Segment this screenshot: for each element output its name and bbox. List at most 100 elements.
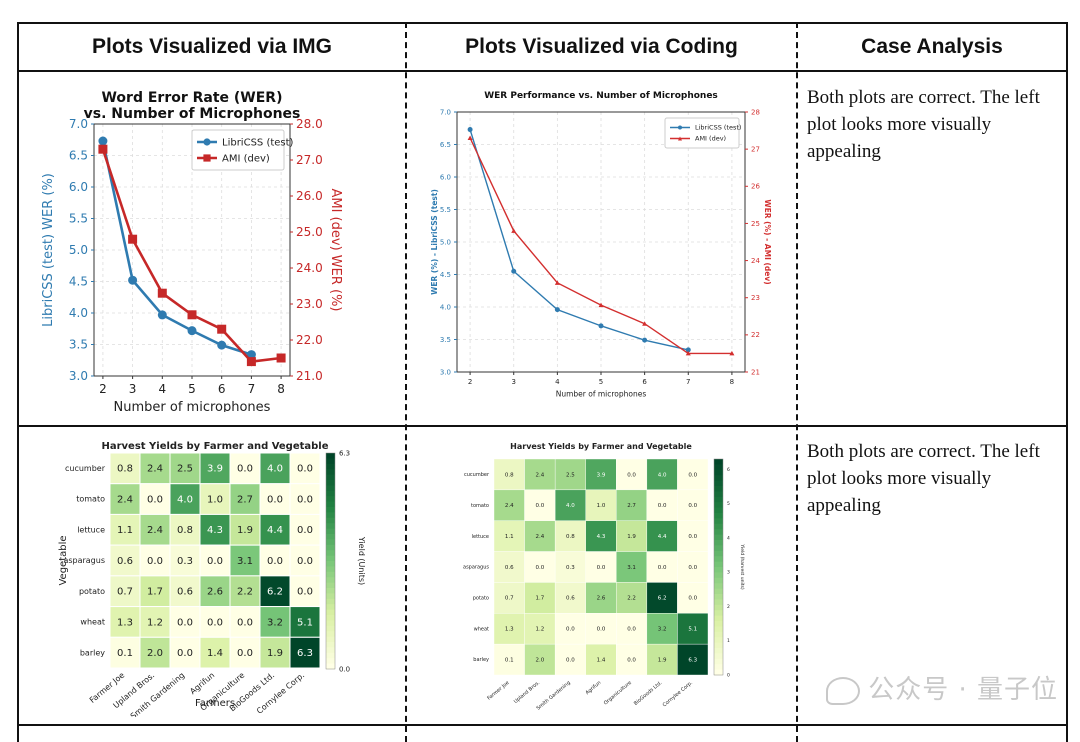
- legend-label: AMI (dev): [695, 135, 726, 143]
- colorbar-segment: [714, 669, 723, 676]
- colorbar-segment: [714, 545, 723, 552]
- heatmap-cell: [139, 575, 171, 608]
- watermark-text: 公众号 · 量子位: [868, 675, 1058, 705]
- cell-value: 0.0: [267, 556, 283, 567]
- heatmap-cell: [109, 575, 141, 608]
- colorbar-segment: [326, 566, 335, 573]
- data-point: [187, 326, 197, 336]
- data-point: [217, 324, 227, 334]
- legend-label: LibriCSS (test): [222, 137, 294, 148]
- cell-value: 3.1: [627, 565, 636, 571]
- colorbar-segment: [326, 658, 335, 665]
- cell-value: 0.0: [237, 617, 253, 628]
- y-tick-label-left: 4.5: [440, 271, 451, 279]
- y-tick-label-right: 25.0: [296, 225, 323, 239]
- cell-value: 0.8: [505, 472, 514, 478]
- data-point: [729, 350, 735, 356]
- y-tick-label-left: 4.5: [69, 275, 88, 289]
- colorbar-segment: [714, 534, 723, 541]
- colorbar-segment: [714, 529, 723, 536]
- colorbar-frame: [325, 452, 336, 670]
- cell-value: 0.0: [658, 503, 667, 509]
- colorbar-segment: [714, 631, 723, 638]
- colorbar-segment: [714, 480, 723, 487]
- cell-value: 1.4: [207, 648, 223, 659]
- x-tick-label: 5: [599, 378, 603, 386]
- colorbar-segment: [714, 561, 723, 568]
- colorbar-segment: [714, 464, 723, 471]
- chart-title: WER Performance vs. Number of Microphone…: [484, 91, 718, 101]
- x-axis-label: Farmers: [195, 698, 235, 709]
- colorbar-segment: [326, 647, 335, 654]
- row-label: lettuce: [77, 525, 105, 534]
- cell-value: 4.3: [597, 534, 606, 540]
- cell-value: 4.0: [177, 494, 193, 505]
- cell-value: 0.0: [237, 464, 253, 475]
- colorbar-segment: [714, 664, 723, 671]
- data-point: [554, 307, 560, 313]
- x-tick-label: 5: [188, 382, 196, 396]
- heatmap-cell: [585, 489, 617, 521]
- heatmap-cell: [554, 458, 586, 491]
- colorbar-segment: [714, 615, 723, 622]
- y-tick-label-right: 28: [751, 108, 760, 116]
- cell-value: 4.0: [658, 472, 667, 478]
- cell-value: 0.0: [688, 565, 697, 571]
- heatmap-cell: [646, 551, 678, 583]
- colorbar-tick-label: 6.3: [339, 449, 350, 457]
- colorbar-segment: [714, 550, 723, 557]
- colorbar-segment: [714, 502, 723, 509]
- y-tick-label-left: 5.0: [69, 243, 88, 257]
- y-tick-label-right: 22.0: [296, 333, 323, 347]
- colorbar-segment: [714, 637, 723, 644]
- heatmap-cell: [199, 606, 231, 638]
- cell-value: 0.0: [535, 565, 544, 571]
- cell-value: 2.5: [177, 464, 193, 475]
- legend-box: [191, 129, 285, 171]
- colorbar-segment: [714, 572, 723, 579]
- col-label: Agrifun: [188, 671, 216, 697]
- cell-value: 0.0: [207, 617, 223, 628]
- data-point: [467, 127, 473, 133]
- colorbar-segment: [326, 453, 335, 459]
- colorbar-segment: [326, 469, 335, 476]
- y-tick-label-left: 4.0: [69, 306, 88, 320]
- colorbar-tick-label: 0: [727, 673, 730, 679]
- heatmap-cell: [524, 551, 556, 583]
- col-label: Smith Gardening: [129, 671, 187, 717]
- colorbar-segment: [326, 544, 335, 551]
- legend-box: [664, 117, 740, 149]
- cell-value: 5.1: [688, 627, 697, 633]
- cell-value: 1.7: [535, 596, 544, 602]
- colorbar-segment: [326, 474, 335, 481]
- colorbar-segment: [714, 648, 723, 654]
- colorbar-segment: [714, 626, 723, 633]
- heatmap-cell: [616, 551, 648, 583]
- colorbar-segment: [326, 534, 335, 540]
- legend-marker: [203, 138, 211, 146]
- heatmap-cell: [524, 458, 556, 491]
- x-tick-label: 3: [511, 378, 515, 386]
- y-tick-label-left: 4.0: [440, 303, 451, 311]
- chart-title: Harvest Yields by Farmer and Vegetable: [510, 442, 692, 451]
- heatmap-cell: [524, 643, 556, 676]
- cell-value: 2.4: [147, 525, 163, 536]
- heatmap-cell: [585, 582, 617, 614]
- colorbar-segment: [326, 571, 335, 578]
- heatmap-cell: [259, 452, 291, 485]
- colorbar-segment: [714, 523, 723, 530]
- heatmap-cell: [677, 520, 709, 552]
- heatmap-cell: [616, 520, 648, 552]
- cell-value: 2.7: [237, 494, 253, 505]
- heatmap-cell: [646, 643, 678, 676]
- cell-value: 0.0: [535, 503, 544, 509]
- y-tick-label-right: 28.0: [296, 117, 323, 131]
- heatmap-cell: [616, 489, 648, 521]
- y-axis-label-left: LibriCSS (test) WER (%): [41, 173, 56, 327]
- cell-value: 0.0: [688, 596, 697, 602]
- x-tick-label: 4: [158, 382, 166, 396]
- colorbar-tick-label: 5: [727, 501, 730, 507]
- case-analysis-text: Both plots are correct. The left plot lo…: [807, 441, 1040, 516]
- x-tick-label: 2: [468, 378, 472, 386]
- legend-marker: [203, 154, 211, 162]
